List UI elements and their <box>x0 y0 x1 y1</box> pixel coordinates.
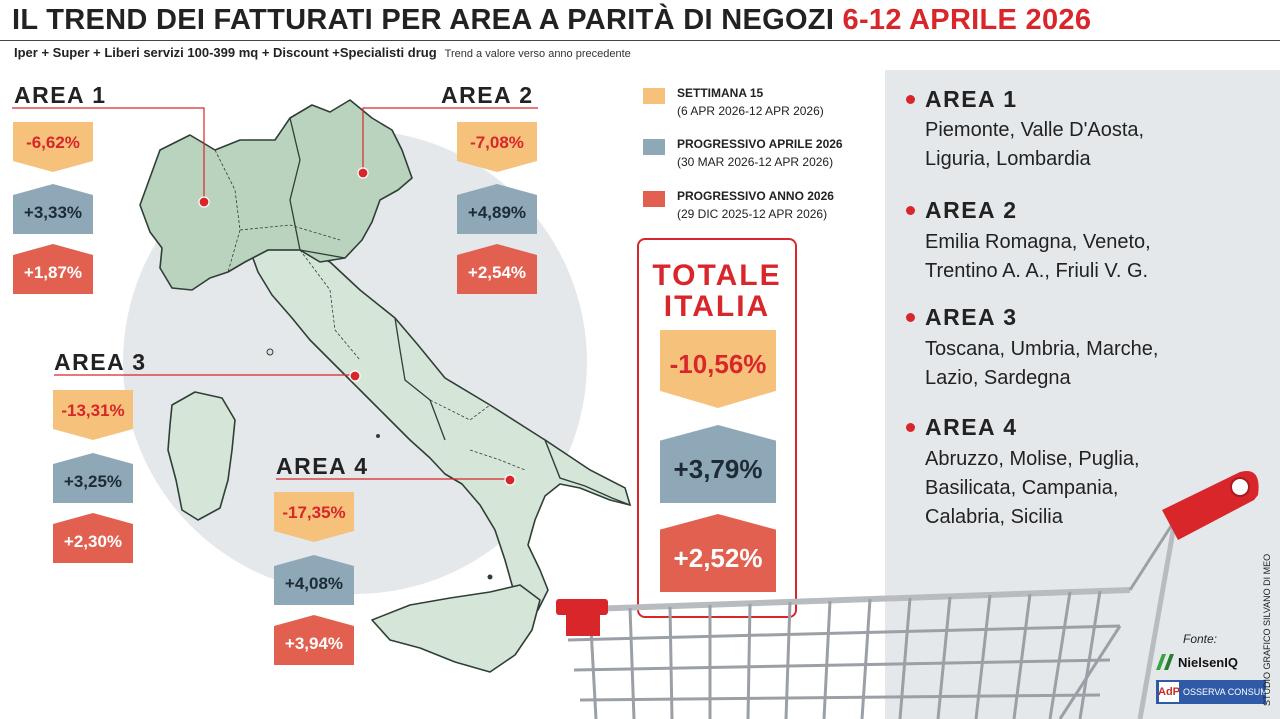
region-bullet-area2 <box>906 206 915 215</box>
totale-month-value: +3,79% <box>660 425 776 503</box>
area-4-label: AREA 4 <box>276 453 369 480</box>
area-4-week-value: -17,35% <box>274 492 354 542</box>
island-ponza <box>376 434 380 438</box>
italy-north <box>139 99 413 291</box>
graphic-credit: STUDIO GRAFICO SILVANO DI MEO <box>1262 553 1272 706</box>
marker-area4 <box>504 474 516 486</box>
map-border-north-south <box>244 249 346 263</box>
map-border-calabria <box>469 449 526 471</box>
italy-peninsula <box>249 247 631 611</box>
sicily <box>371 584 541 673</box>
area-3-month-value: +3,25% <box>53 453 133 503</box>
title-main: IL TREND DEI FATTURATI PER AREA A PARITÀ… <box>12 4 835 36</box>
region-bullet-area1 <box>906 95 915 104</box>
map-border-emilia <box>239 224 341 241</box>
area-3-label: AREA 3 <box>54 349 147 376</box>
marker-area3 <box>349 370 361 382</box>
italy-heel <box>543 438 632 507</box>
chart-subtitle: Iper + Super + Liberi servizi 100-399 mq… <box>14 45 631 60</box>
italy-map <box>12 99 632 673</box>
legend-swatch-progressivo-anno <box>643 191 665 207</box>
nielseniq-logo: NielsenIQ <box>1156 654 1238 670</box>
area-2-label: AREA 2 <box>441 82 534 109</box>
map-border-a12 <box>289 117 301 251</box>
area-2-month-value: +4,89% <box>457 184 537 234</box>
sardinia <box>167 391 236 521</box>
subtitle-text: Iper + Super + Liberi servizi 100-399 mq… <box>14 45 437 60</box>
region-bullet-area4 <box>906 423 915 432</box>
area-2-week-value: -7,08% <box>457 122 537 172</box>
area-1-month-value: +3,33% <box>13 184 93 234</box>
region-line-area3-2: Lazio, Sardegna <box>925 367 1071 389</box>
area-1-week-value: -6,62% <box>13 122 93 172</box>
totale-week-value: -10,56% <box>660 330 776 408</box>
totale-italia-title: TOTALE ITALIA <box>639 260 795 322</box>
map-border-toscana <box>299 249 361 361</box>
osserva-consumi-text: OSSERVA CONSUMI <box>1183 687 1271 697</box>
cart-front-cap-shade <box>566 612 600 636</box>
totale-year-value: +2,52% <box>660 514 776 592</box>
legend-swatch-progressivo-aprile <box>643 139 665 155</box>
region-line-area4-2: Basilicata, Campania, <box>925 477 1119 499</box>
area-3-name: AREA 3 <box>54 349 147 375</box>
legend-label-settimana: SETTIMANA 15 <box>677 86 764 100</box>
region-line-area2-2: Trentino A. A., Friuli V. G. <box>925 260 1149 282</box>
area-1-name: AREA 1 <box>14 82 107 108</box>
area-2-name: AREA 2 <box>441 82 534 108</box>
region-title-area3: AREA 3 <box>925 304 1018 330</box>
title-rule <box>0 40 1280 41</box>
region-line-area1-2: Liguria, Lombardia <box>925 148 1091 170</box>
leader-line-area2 <box>362 107 538 172</box>
cart-basket-wires <box>559 519 1178 719</box>
map-border-piemonte <box>214 149 241 273</box>
area-4-year-value: +3,94% <box>274 615 354 665</box>
island-elba <box>266 348 274 356</box>
legend-period-settimana: (6 APR 2026-12 APR 2026) <box>677 104 824 118</box>
cart-handle <box>1162 470 1259 540</box>
region-line-area3-1: Toscana, Umbria, Marche, <box>925 338 1159 360</box>
region-title-area4: AREA 4 <box>925 414 1018 440</box>
totale-title-line2: ITALIA <box>663 290 771 323</box>
area-4-month-value: +4,08% <box>274 555 354 605</box>
nielseniq-logo-text: NielsenIQ <box>1178 654 1238 670</box>
legend-label-progressivo-aprile: PROGRESSIVO APRILE 2026 <box>677 137 843 151</box>
osserva-consumi-logo: AdP OSSERVA CONSUMI <box>1156 680 1270 704</box>
map-border-area34 <box>394 317 446 441</box>
region-line-area4-3: Calabria, Sicilia <box>925 506 1063 528</box>
marker-area2 <box>357 167 369 179</box>
osserva-consumi-mark: AdP <box>1158 682 1180 702</box>
legend-swatch-settimana <box>643 88 665 104</box>
totale-title-line1: TOTALE <box>652 259 782 292</box>
area-1-year-value: +1,87% <box>13 244 93 294</box>
region-line-area2-1: Emilia Romagna, Veneto, <box>925 231 1151 253</box>
legend-period-progressivo-aprile: (30 MAR 2026-12 APR 2026) <box>677 155 834 169</box>
region-title-area1: AREA 1 <box>925 86 1018 112</box>
source-label: Fonte: <box>1183 632 1218 646</box>
area-3-week-value: -13,31% <box>53 390 133 440</box>
region-line-area4-1: Abruzzo, Molise, Puglia, <box>925 448 1140 470</box>
area-1-label: AREA 1 <box>14 82 107 109</box>
marker-area1 <box>198 196 210 208</box>
area-2-year-value: +2,54% <box>457 244 537 294</box>
subtitle-note: Trend a valore verso anno precedente <box>444 48 631 60</box>
island-eolie <box>487 574 493 580</box>
cart-front-cap <box>556 599 608 615</box>
legend-label-progressivo-anno: PROGRESSIVO ANNO 2026 <box>677 189 834 203</box>
totale-italia-box: TOTALE ITALIA -10,56% +3,79% +2,52% <box>637 238 797 618</box>
area-3-year-value: +2,30% <box>53 513 133 563</box>
region-bullet-area3 <box>906 313 915 322</box>
regions-panel <box>885 70 1280 719</box>
title-date: 6-12 APRILE 2026 <box>842 4 1092 36</box>
map-border-campania <box>429 399 491 421</box>
chart-title: IL TREND DEI FATTURATI PER AREA A PARITÀ… <box>12 4 1091 37</box>
region-title-area2: AREA 2 <box>925 197 1018 223</box>
region-line-area1-1: Piemonte, Valle D'Aosta, <box>925 119 1145 141</box>
area-4-name: AREA 4 <box>276 453 369 479</box>
nielseniq-mark-icon <box>1156 654 1174 670</box>
legend-period-progressivo-anno: (29 DIC 2025-12 APR 2026) <box>677 207 828 221</box>
leader-line-area1 <box>12 107 205 201</box>
